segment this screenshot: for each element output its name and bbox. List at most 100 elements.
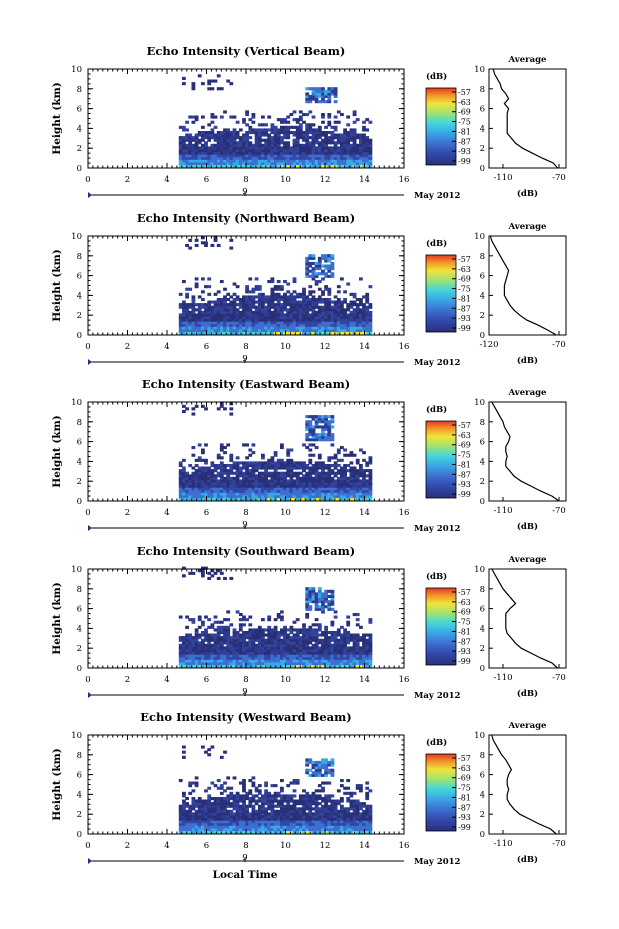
heatmap-cell [308, 646, 313, 650]
heatmap-cell [207, 571, 212, 575]
heatmap-cell [298, 631, 303, 635]
heatmap-cell [308, 300, 313, 304]
heatmap-cell [238, 482, 243, 486]
colorbar [425, 587, 457, 666]
heatmap-cell [321, 159, 325, 163]
heatmap-cell [238, 489, 243, 493]
heatmap-cell [251, 654, 256, 658]
heatmap-cell [298, 461, 303, 465]
heatmap-cell [257, 654, 262, 658]
heatmap-cell [276, 300, 281, 304]
heatmap-cell [355, 328, 360, 332]
heatmap-cell [232, 654, 237, 658]
heatmap-cell [261, 654, 265, 658]
heatmap-cell [264, 487, 268, 491]
heatmap-cell [229, 310, 234, 314]
heatmap-cell [321, 484, 325, 488]
heatmap-cell [270, 497, 275, 501]
colorbar-tick-label: -69 [458, 608, 471, 617]
heatmap-cell [270, 649, 275, 653]
heatmap-cell [216, 154, 221, 158]
heatmap-cell [235, 326, 240, 330]
heatmap-cell [305, 87, 310, 91]
heatmap-cell [270, 482, 275, 486]
heatmap-cell [352, 295, 357, 299]
heatmap-cell [292, 110, 297, 114]
heatmap-cell [223, 649, 227, 653]
heatmap-cell [254, 318, 259, 322]
heatmap-cell [365, 305, 370, 309]
heatmap-cell [191, 321, 196, 325]
heatmap-cell [191, 331, 196, 335]
heatmap-cell [359, 154, 363, 158]
heatmap-cell [201, 451, 205, 455]
heatmap-cell [251, 287, 256, 291]
heatmap-cell [286, 318, 291, 322]
heatmap-cell [223, 576, 227, 580]
heatmap-cell [257, 466, 262, 470]
heatmap-cell [226, 128, 231, 132]
heatmap-cell [324, 464, 328, 468]
heatmap-cell [235, 464, 240, 468]
heatmap-cell [330, 415, 335, 419]
heatmap-cell [207, 161, 212, 165]
heatmap-cell [317, 298, 322, 302]
heatmap-cell [194, 494, 199, 498]
heatmap-cell [359, 159, 363, 163]
heatmap-cell [270, 328, 275, 332]
heatmap-cell [362, 156, 366, 160]
heatmap-cell [314, 97, 319, 101]
heatmap-cell [327, 131, 332, 135]
heatmap-cell [308, 443, 313, 447]
heatmap-cell [330, 651, 335, 655]
heatmap-cell [295, 494, 300, 498]
x-tick-label: 12 [320, 175, 331, 185]
heatmap-cell [213, 628, 218, 632]
heatmap-cell [343, 492, 347, 496]
heatmap-cell [324, 636, 328, 640]
heatmap-cell [251, 156, 256, 160]
heatmap-cell [321, 328, 325, 332]
heatmap-cell [314, 164, 319, 168]
heatmap-cell [295, 151, 300, 155]
heatmap-cell [355, 618, 360, 622]
heatmap-cell [324, 638, 328, 642]
heatmap-cell [314, 328, 319, 332]
heatmap-cell [197, 310, 202, 314]
heatmap-cell [324, 310, 328, 314]
heatmap-cell [289, 458, 294, 462]
heatmap-cell [298, 646, 303, 650]
heatmap-cell [223, 664, 227, 668]
heatmap-cell [219, 328, 224, 332]
heatmap-cell [216, 300, 221, 304]
heatmap-cell [286, 643, 291, 647]
beam-panel-2: Echo Intensity (Eastward Beam)0 2 4 6 8 10 12 1… [51, 377, 567, 534]
heatmap-cell [327, 605, 332, 609]
heatmap-cell [245, 323, 249, 327]
heatmap-cell [343, 326, 347, 330]
heatmap-cell [321, 466, 325, 470]
heatmap-cell [308, 313, 313, 317]
heatmap-cell [305, 92, 310, 96]
heatmap-cell [359, 326, 363, 330]
heatmap-cell [204, 407, 208, 411]
heatmap-cell [216, 482, 221, 486]
heatmap-cell [349, 633, 354, 637]
heatmap-cell [223, 323, 227, 327]
heatmap-cell [362, 484, 366, 488]
heatmap-cell [251, 143, 256, 147]
heatmap-cell [343, 453, 347, 457]
heatmap-cell [254, 156, 259, 160]
heatmap-cell [185, 484, 189, 488]
heatmap-cell [305, 638, 310, 642]
heatmap-cell [264, 138, 268, 142]
heatmap-cell [302, 131, 306, 135]
heatmap-cell [280, 654, 284, 658]
heatmap-cell [283, 303, 287, 307]
heatmap-cell [248, 156, 253, 160]
heatmap-cell [213, 615, 218, 619]
heatmap-cell [257, 300, 262, 304]
heatmap-cell [305, 661, 310, 665]
heatmap-cell [314, 649, 319, 653]
heatmap-cell [270, 476, 275, 480]
